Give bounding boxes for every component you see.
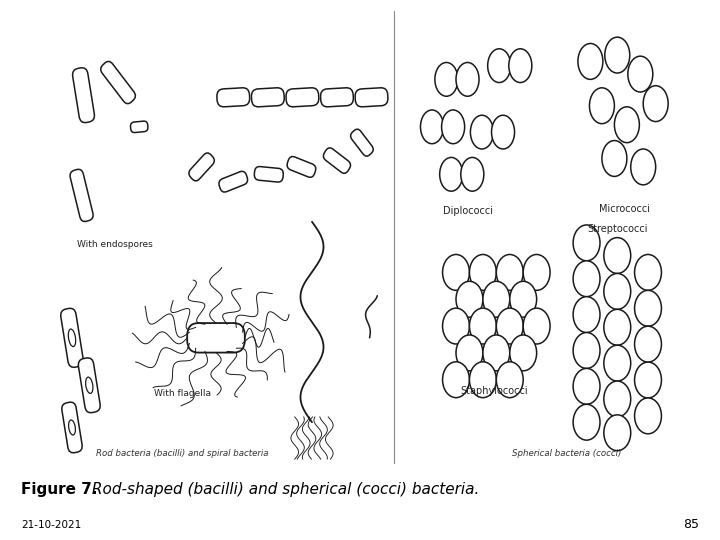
FancyBboxPatch shape <box>323 148 351 173</box>
Ellipse shape <box>456 63 479 96</box>
Ellipse shape <box>628 56 653 92</box>
Text: Streptococci: Streptococci <box>587 224 647 234</box>
Ellipse shape <box>605 37 630 73</box>
Ellipse shape <box>483 335 510 371</box>
Ellipse shape <box>510 335 536 371</box>
Ellipse shape <box>496 254 523 291</box>
FancyBboxPatch shape <box>355 88 388 107</box>
Ellipse shape <box>487 49 510 83</box>
FancyBboxPatch shape <box>73 68 94 123</box>
FancyBboxPatch shape <box>217 88 250 107</box>
FancyBboxPatch shape <box>320 88 354 107</box>
Ellipse shape <box>496 308 523 344</box>
Text: 85: 85 <box>683 518 698 531</box>
Ellipse shape <box>469 308 496 344</box>
Ellipse shape <box>443 362 469 397</box>
Text: Rod-shaped (bacilli) and spherical (cocci) bacteria.: Rod-shaped (bacilli) and spherical (cocc… <box>87 482 480 497</box>
Ellipse shape <box>443 254 469 291</box>
Ellipse shape <box>634 398 662 434</box>
Text: With endospores: With endospores <box>77 240 153 249</box>
Ellipse shape <box>435 63 458 96</box>
FancyBboxPatch shape <box>78 358 100 413</box>
Ellipse shape <box>634 326 662 362</box>
Ellipse shape <box>604 238 631 273</box>
Ellipse shape <box>420 110 444 144</box>
Ellipse shape <box>456 335 483 371</box>
FancyBboxPatch shape <box>251 88 284 107</box>
Ellipse shape <box>634 362 662 398</box>
FancyBboxPatch shape <box>60 308 84 367</box>
Ellipse shape <box>496 362 523 397</box>
Ellipse shape <box>469 254 496 291</box>
Ellipse shape <box>602 140 627 177</box>
FancyBboxPatch shape <box>219 171 248 192</box>
Ellipse shape <box>68 420 76 435</box>
Ellipse shape <box>573 296 600 333</box>
FancyBboxPatch shape <box>287 157 316 177</box>
Ellipse shape <box>509 49 532 83</box>
Ellipse shape <box>483 281 510 317</box>
Ellipse shape <box>573 404 600 440</box>
FancyBboxPatch shape <box>101 62 135 104</box>
Ellipse shape <box>614 107 639 143</box>
Ellipse shape <box>604 273 631 309</box>
Text: With flagella: With flagella <box>154 389 211 398</box>
Ellipse shape <box>441 110 464 144</box>
FancyBboxPatch shape <box>351 129 373 156</box>
FancyBboxPatch shape <box>189 153 215 181</box>
Ellipse shape <box>510 281 536 317</box>
Text: Rod bacteria (bacilli) and spiral bacteria: Rod bacteria (bacilli) and spiral bacter… <box>96 449 269 458</box>
Ellipse shape <box>604 345 631 381</box>
Ellipse shape <box>604 381 631 417</box>
Ellipse shape <box>523 254 550 291</box>
Ellipse shape <box>578 44 603 79</box>
Ellipse shape <box>643 86 668 122</box>
FancyBboxPatch shape <box>286 88 319 107</box>
FancyBboxPatch shape <box>187 323 245 353</box>
Ellipse shape <box>443 308 469 344</box>
Ellipse shape <box>68 329 76 347</box>
Ellipse shape <box>573 333 600 368</box>
Text: Spherical bacteria (cocci): Spherical bacteria (cocci) <box>512 449 621 458</box>
Text: Staphylococci: Staphylococci <box>461 386 528 396</box>
Ellipse shape <box>573 261 600 296</box>
Text: Micrococci: Micrococci <box>598 204 649 214</box>
Ellipse shape <box>523 308 550 344</box>
Ellipse shape <box>461 158 484 191</box>
Ellipse shape <box>86 377 93 394</box>
Ellipse shape <box>631 149 656 185</box>
Ellipse shape <box>456 281 483 317</box>
FancyBboxPatch shape <box>70 169 93 221</box>
Ellipse shape <box>440 158 463 191</box>
Ellipse shape <box>470 115 493 149</box>
Ellipse shape <box>590 88 614 124</box>
Ellipse shape <box>634 254 662 291</box>
Ellipse shape <box>604 309 631 345</box>
Text: Figure 7.: Figure 7. <box>22 482 98 497</box>
Ellipse shape <box>634 291 662 326</box>
Ellipse shape <box>492 115 515 149</box>
Ellipse shape <box>469 362 496 397</box>
Text: Diplococci: Diplococci <box>443 206 492 216</box>
FancyBboxPatch shape <box>130 121 148 132</box>
Ellipse shape <box>604 415 631 451</box>
Ellipse shape <box>573 225 600 261</box>
Text: 21-10-2021: 21-10-2021 <box>22 519 81 530</box>
FancyBboxPatch shape <box>62 402 82 453</box>
Ellipse shape <box>573 368 600 404</box>
FancyBboxPatch shape <box>254 166 283 182</box>
